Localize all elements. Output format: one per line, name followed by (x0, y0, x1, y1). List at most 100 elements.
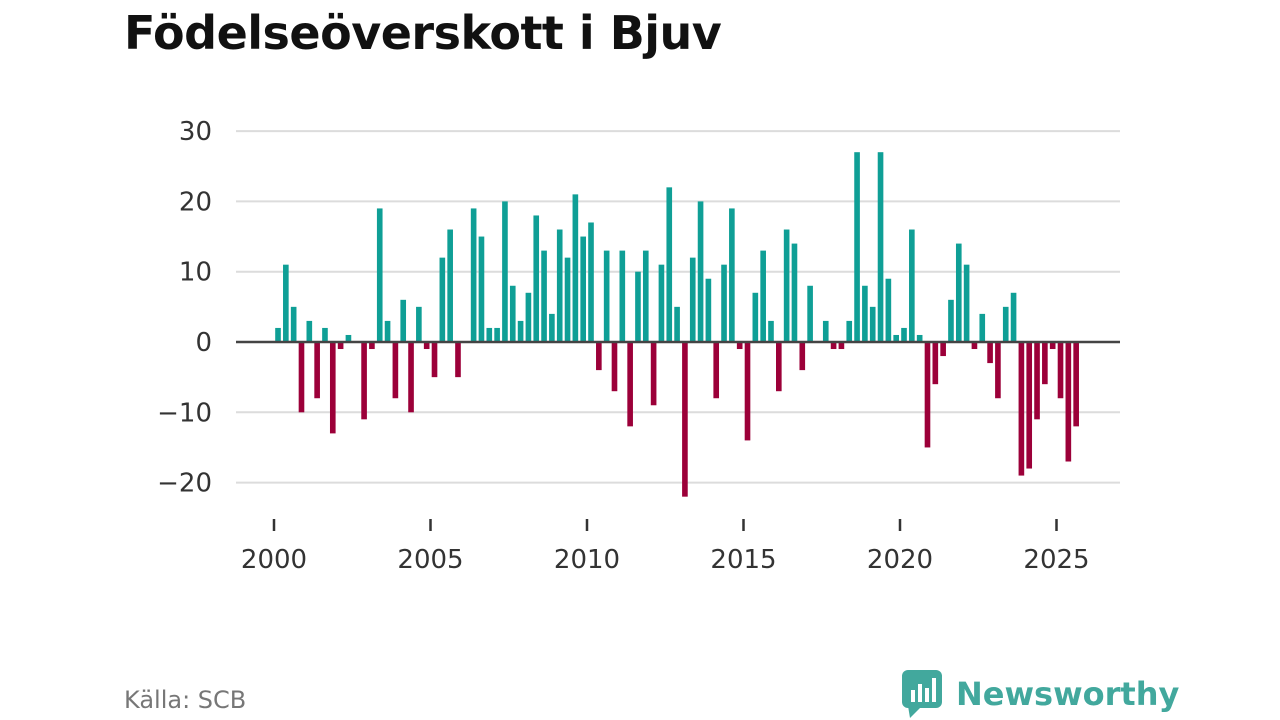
bar (400, 299, 407, 342)
y-tick-label: −10 (157, 398, 212, 428)
bar (447, 229, 453, 342)
bar (650, 342, 657, 406)
bar (627, 342, 633, 427)
bar (1018, 342, 1025, 476)
y-tick-label: 0 (195, 328, 212, 358)
bar (909, 229, 915, 342)
bar (885, 278, 892, 342)
bar (995, 342, 1001, 399)
bar (1034, 342, 1040, 420)
chart-title: Födelseöverskott i Bjuv (124, 6, 722, 60)
bar (416, 306, 422, 342)
bar (932, 342, 939, 385)
bar (502, 201, 508, 342)
bar (1010, 292, 1017, 342)
bar (509, 285, 516, 342)
bar (439, 257, 446, 342)
bar (940, 342, 946, 357)
bar (1002, 306, 1009, 342)
bar (611, 342, 618, 392)
bar (541, 250, 547, 342)
bar (588, 222, 594, 342)
bar (361, 342, 367, 420)
bar (924, 342, 931, 448)
bar (846, 320, 853, 342)
bar (486, 327, 493, 342)
bar (298, 342, 305, 413)
bar (736, 342, 743, 350)
bar (596, 342, 602, 371)
source-note: Källa: SCB (124, 686, 247, 714)
bar (721, 264, 727, 342)
x-tick-label: 2000 (241, 545, 307, 575)
bar (822, 320, 829, 342)
bar (729, 208, 735, 342)
bar (1065, 342, 1072, 462)
bar (478, 236, 485, 342)
bar (306, 320, 313, 342)
bar (329, 342, 336, 434)
y-axis: 30 20 10 0 −10 −20 (157, 117, 212, 499)
bar (689, 257, 696, 342)
bar (807, 285, 813, 342)
bar (470, 208, 477, 342)
bar (830, 342, 837, 350)
brand-name: Newsworthy (956, 675, 1180, 713)
x-tick-label: 2020 (867, 545, 933, 575)
x-tick-label: 2015 (710, 545, 776, 575)
bar (658, 264, 665, 342)
bar (580, 236, 586, 342)
bar (893, 334, 899, 342)
bar (275, 327, 281, 342)
bar (1042, 342, 1048, 385)
bar (517, 320, 524, 342)
bar (533, 215, 540, 342)
bar (862, 285, 868, 342)
bars (275, 152, 1079, 497)
bar (431, 342, 438, 378)
bar (423, 342, 430, 350)
bar (1049, 342, 1056, 350)
y-tick-label: 10 (179, 258, 212, 288)
bar (901, 327, 907, 342)
bar (877, 152, 884, 342)
bar (322, 327, 328, 342)
y-tick-label: 30 (179, 117, 212, 147)
bar (392, 342, 399, 399)
bar (713, 342, 720, 399)
bar (791, 243, 798, 342)
bar (971, 342, 978, 350)
x-tick-label: 2005 (397, 545, 463, 575)
bar (674, 306, 680, 342)
bar (916, 334, 923, 342)
bar (525, 292, 532, 342)
bar (290, 306, 297, 342)
bar (799, 342, 806, 371)
y-tick-label: 20 (179, 187, 212, 217)
bar (955, 243, 962, 342)
bar (635, 271, 641, 342)
bar (564, 257, 571, 342)
bar (455, 342, 461, 378)
bar (1057, 342, 1064, 399)
bar (642, 250, 649, 342)
x-tick-label: 2010 (554, 545, 620, 575)
bar (494, 327, 500, 342)
y-tick-label: −20 (157, 469, 212, 499)
x-axis: 2000 2005 2010 2015 2020 2025 (241, 519, 1090, 575)
bar (783, 229, 790, 342)
bar (283, 264, 289, 342)
bar (549, 313, 555, 342)
bar (337, 342, 344, 350)
bar (408, 342, 414, 413)
bar (619, 250, 626, 342)
bar (603, 250, 610, 342)
bar (1026, 342, 1033, 469)
bar (760, 250, 766, 342)
bar (948, 299, 954, 342)
bar (963, 264, 970, 342)
newsworthy-chart-bubble-icon (902, 670, 942, 718)
x-tick-label: 2025 (1023, 545, 1089, 575)
bar (369, 342, 375, 350)
